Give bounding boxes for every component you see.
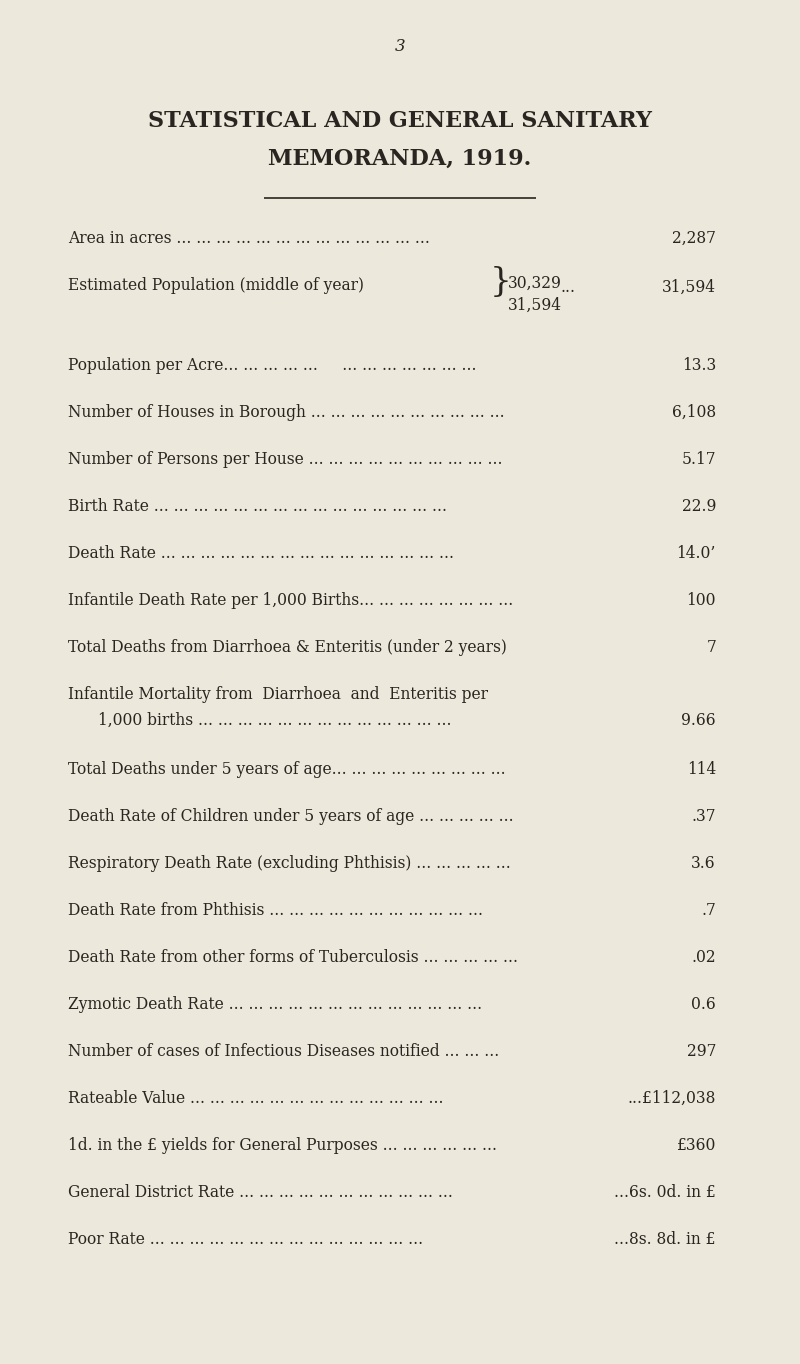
Text: Area in acres ... ... ... ... ... ... ... ... ... ... ... ... ...: Area in acres ... ... ... ... ... ... ..… [68,231,430,247]
Text: Respiratory Death Rate (excluding Phthisis) ... ... ... ... ...: Respiratory Death Rate (excluding Phthis… [68,855,510,872]
Text: 14.0’: 14.0’ [677,544,716,562]
Text: .02: .02 [691,949,716,966]
Text: 9.66: 9.66 [682,712,716,728]
Text: Total Deaths under 5 years of age... ... ... ... ... ... ... ... ...: Total Deaths under 5 years of age... ...… [68,761,506,777]
Text: 3.6: 3.6 [691,855,716,872]
Text: General District Rate ... ... ... ... ... ... ... ... ... ... ...: General District Rate ... ... ... ... ..… [68,1184,453,1202]
Text: 13.3: 13.3 [682,357,716,374]
Text: 1,000 births ... ... ... ... ... ... ... ... ... ... ... ... ...: 1,000 births ... ... ... ... ... ... ...… [98,712,451,728]
Text: Death Rate from other forms of Tuberculosis ... ... ... ... ...: Death Rate from other forms of Tuberculo… [68,949,518,966]
Text: Infantile Mortality from  Diarrhoea  and  Enteritis per: Infantile Mortality from Diarrhoea and E… [68,686,488,702]
Text: ...: ... [560,278,575,296]
Text: Rateable Value ... ... ... ... ... ... ... ... ... ... ... ... ...: Rateable Value ... ... ... ... ... ... .… [68,1090,443,1108]
Text: 100: 100 [686,592,716,608]
Text: 30,329: 30,329 [508,276,562,292]
Text: 0.6: 0.6 [691,996,716,1013]
Text: Death Rate ... ... ... ... ... ... ... ... ... ... ... ... ... ... ...: Death Rate ... ... ... ... ... ... ... .… [68,544,454,562]
Text: ...£112,038: ...£112,038 [628,1090,716,1108]
Text: ...8s. 8d. in £: ...8s. 8d. in £ [614,1232,716,1248]
Text: 1d. in the £ yields for General Purposes ... ... ... ... ... ...: 1d. in the £ yields for General Purposes… [68,1138,497,1154]
Text: Number of Houses in Borough ... ... ... ... ... ... ... ... ... ...: Number of Houses in Borough ... ... ... … [68,404,505,421]
Text: 31,594: 31,594 [508,297,562,314]
Text: Poor Rate ... ... ... ... ... ... ... ... ... ... ... ... ... ...: Poor Rate ... ... ... ... ... ... ... ..… [68,1232,423,1248]
Text: Total Deaths from Diarrhoea & Enteritis (under 2 years): Total Deaths from Diarrhoea & Enteritis … [68,638,507,656]
Text: 297: 297 [686,1043,716,1060]
Text: 31,594: 31,594 [662,278,716,296]
Text: MEMORANDA, 1919.: MEMORANDA, 1919. [268,149,532,170]
Text: Number of cases of Infectious Diseases notified ... ... ...: Number of cases of Infectious Diseases n… [68,1043,499,1060]
Text: Population per Acre... ... ... ... ...     ... ... ... ... ... ... ...: Population per Acre... ... ... ... ... .… [68,357,477,374]
Text: £360: £360 [677,1138,716,1154]
Text: 7: 7 [706,638,716,656]
Text: .37: .37 [691,807,716,825]
Text: Zymotic Death Rate ... ... ... ... ... ... ... ... ... ... ... ... ...: Zymotic Death Rate ... ... ... ... ... .… [68,996,482,1013]
Text: }: } [490,266,512,297]
Text: Estimated Population (middle of year): Estimated Population (middle of year) [68,277,364,295]
Text: Death Rate from Phthisis ... ... ... ... ... ... ... ... ... ... ...: Death Rate from Phthisis ... ... ... ...… [68,902,483,919]
Text: Infantile Death Rate per 1,000 Births... ... ... ... ... ... ... ...: Infantile Death Rate per 1,000 Births...… [68,592,514,608]
Text: .7: .7 [702,902,716,919]
Text: STATISTICAL AND GENERAL SANITARY: STATISTICAL AND GENERAL SANITARY [148,110,652,132]
Text: ...6s. 0d. in £: ...6s. 0d. in £ [614,1184,716,1202]
Text: 2,287: 2,287 [672,231,716,247]
Text: Number of Persons per House ... ... ... ... ... ... ... ... ... ...: Number of Persons per House ... ... ... … [68,451,502,468]
Text: 114: 114 [686,761,716,777]
Text: 6,108: 6,108 [672,404,716,421]
Text: 3: 3 [394,38,406,55]
Text: Birth Rate ... ... ... ... ... ... ... ... ... ... ... ... ... ... ...: Birth Rate ... ... ... ... ... ... ... .… [68,498,447,514]
Text: 5.17: 5.17 [682,451,716,468]
Text: Death Rate of Children under 5 years of age ... ... ... ... ...: Death Rate of Children under 5 years of … [68,807,514,825]
Text: 22.9: 22.9 [682,498,716,514]
